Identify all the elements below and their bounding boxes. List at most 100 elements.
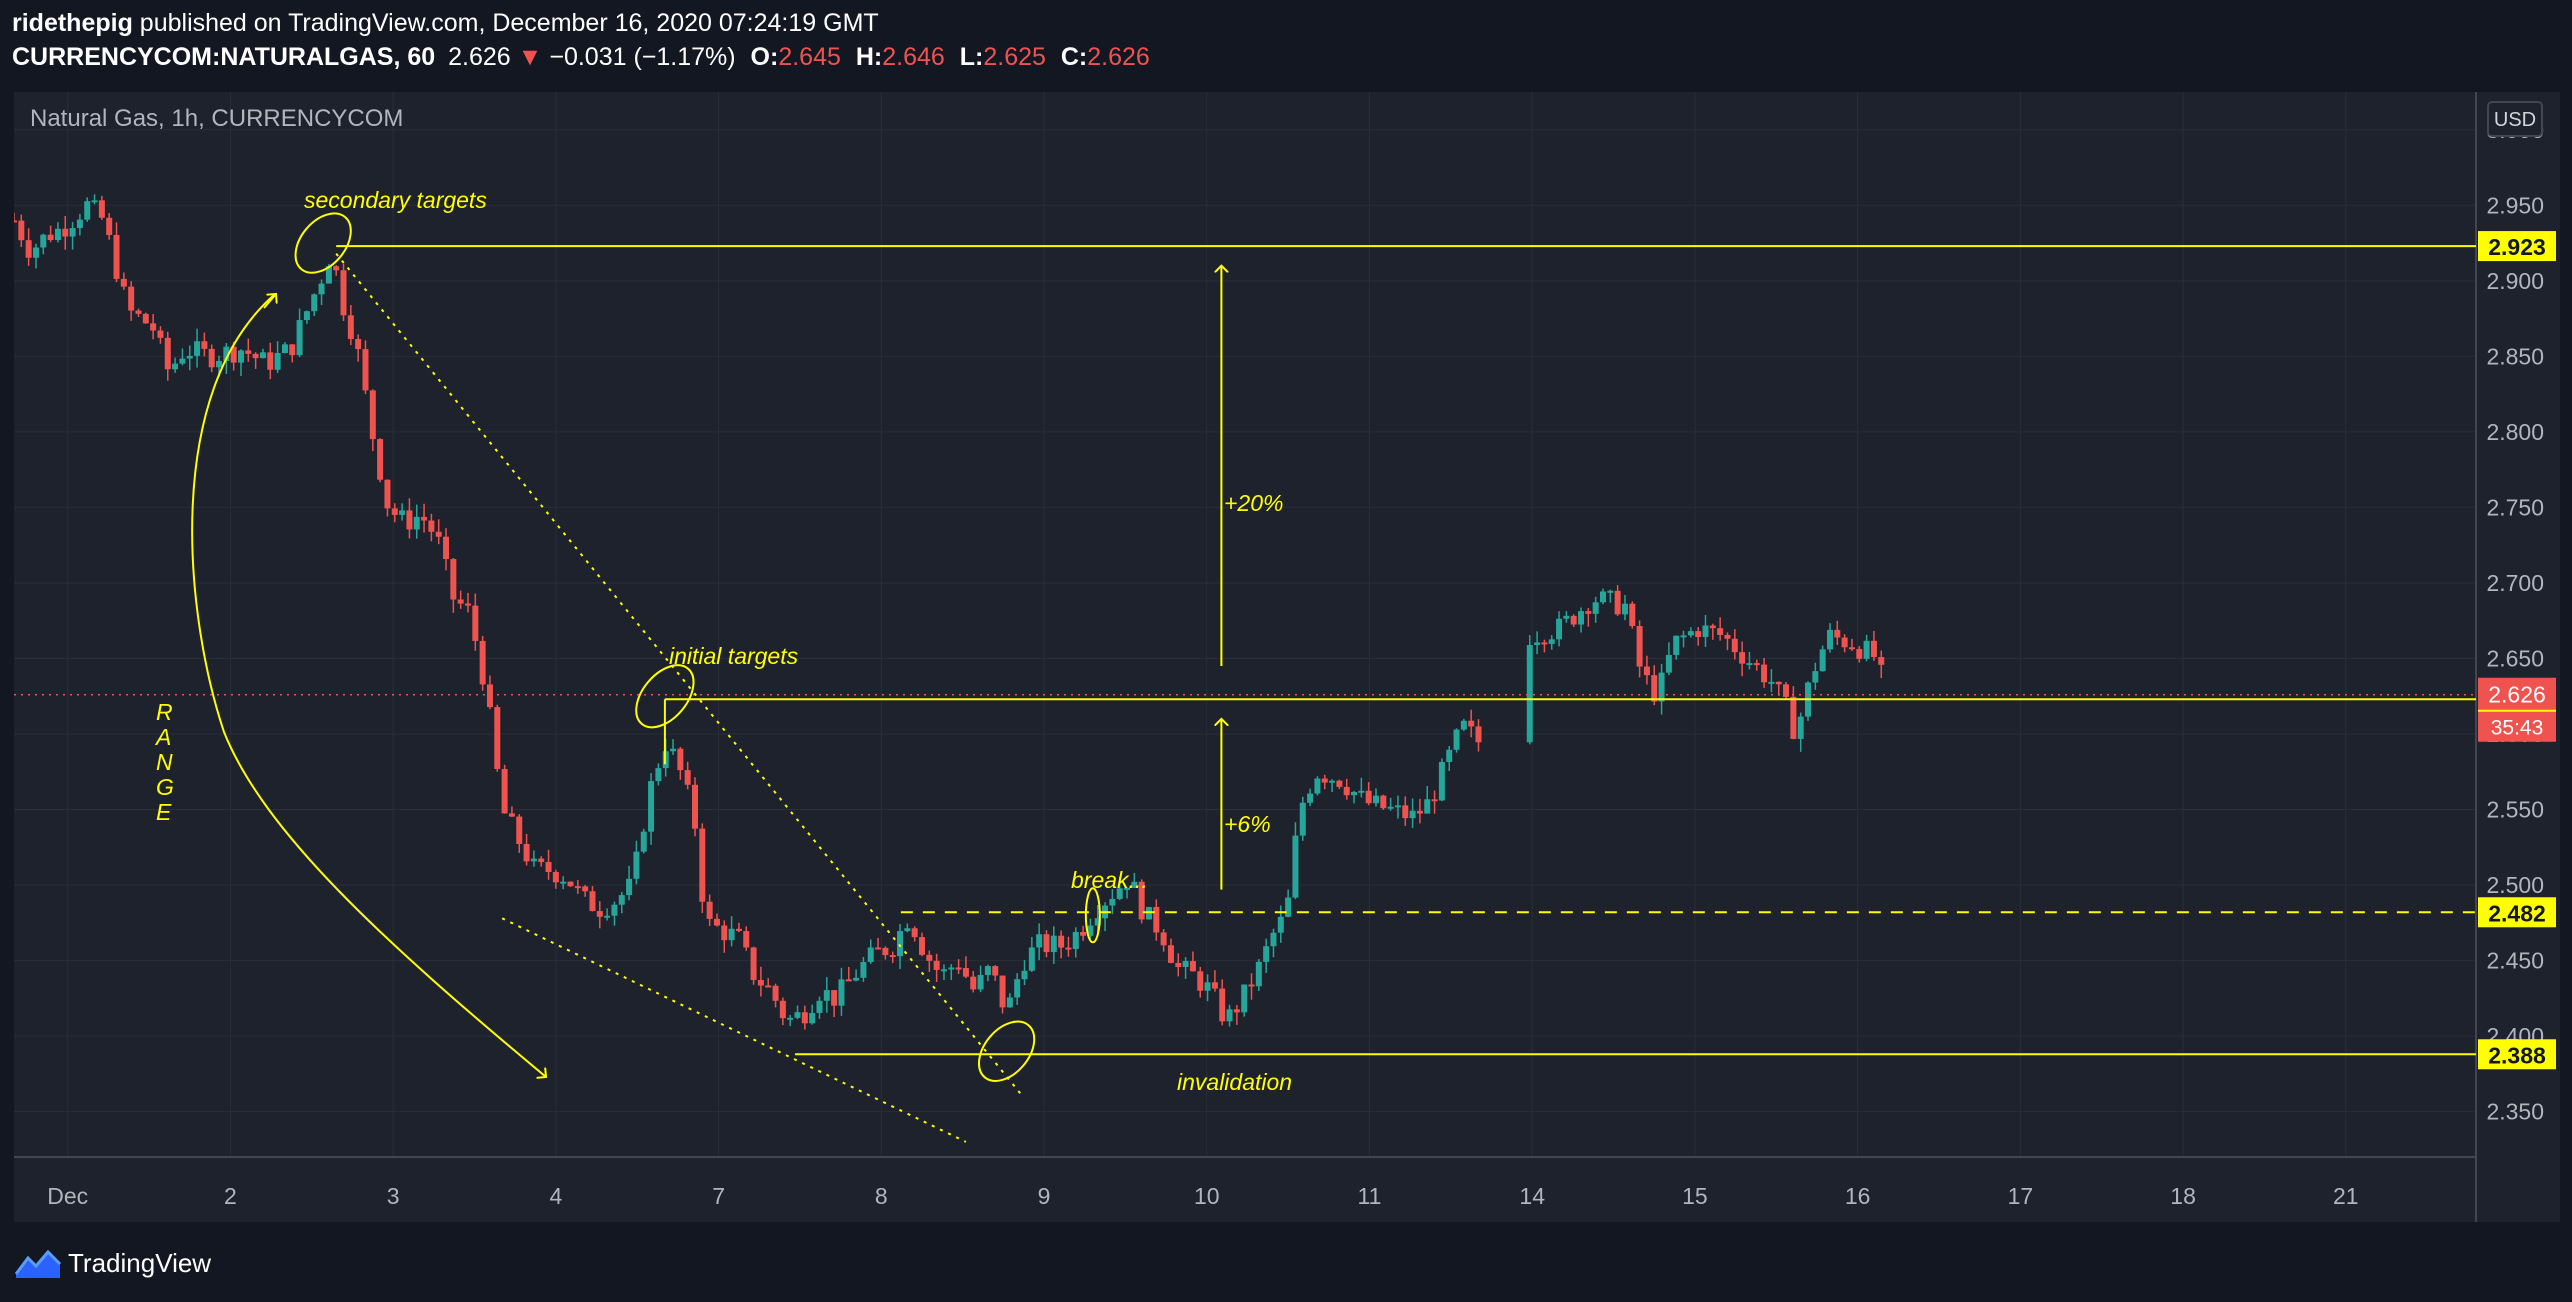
candle-body xyxy=(1548,639,1555,644)
candle-body xyxy=(1819,649,1826,672)
date-tick-label: Dec xyxy=(47,1183,88,1209)
price-label-2-923: 2.923 xyxy=(2488,234,2546,260)
candle-body xyxy=(911,928,918,938)
candle-body xyxy=(281,344,288,353)
candle-body xyxy=(259,352,266,359)
candle-body xyxy=(1578,611,1585,625)
candle-body xyxy=(208,348,215,368)
candle-body xyxy=(142,313,149,324)
candle-body xyxy=(1848,647,1855,650)
candle-body xyxy=(399,510,406,515)
candle-body xyxy=(1167,945,1174,963)
candle-body xyxy=(1651,675,1658,702)
break-label: break... xyxy=(1071,867,1148,893)
candle-body xyxy=(69,228,76,237)
initial-target-ellipse xyxy=(635,664,695,729)
low-label: L: xyxy=(959,43,984,71)
price-tick-label: 2.650 xyxy=(2486,645,2544,671)
candle-body xyxy=(1248,984,1255,987)
candle-body xyxy=(530,858,537,862)
candle-body xyxy=(779,1000,786,1019)
price-label-box-2-923[interactable] xyxy=(2478,231,2556,262)
candle-body xyxy=(750,947,757,981)
candle-body xyxy=(1826,629,1833,650)
candle-body xyxy=(32,247,39,258)
candle-body xyxy=(1665,654,1672,673)
candle-body xyxy=(289,344,296,356)
candle-body xyxy=(472,605,479,641)
candle-body xyxy=(1343,786,1350,796)
initial-targets-label: initial targets xyxy=(669,643,799,669)
candle-body xyxy=(479,640,486,685)
close-label: C: xyxy=(1060,43,1088,71)
candle-body xyxy=(1621,603,1628,615)
candle-body xyxy=(1702,625,1709,637)
tradingview-brand[interactable]: TradingView xyxy=(68,1248,212,1278)
publisher-name[interactable]: ridethepig xyxy=(12,9,133,37)
candle-body xyxy=(516,816,523,844)
candle-body xyxy=(1255,961,1262,987)
price-label-box-2-482[interactable] xyxy=(2478,897,2556,928)
current-price-box[interactable] xyxy=(2478,677,2556,710)
price-tick-label: 2.900 xyxy=(2486,268,2544,294)
candle-body xyxy=(545,861,552,872)
candle-body xyxy=(1065,947,1072,950)
candle-body xyxy=(1109,898,1116,906)
candle-body xyxy=(54,228,61,241)
price-tick-label: 2.850 xyxy=(2486,343,2544,369)
candle-body xyxy=(245,350,252,354)
countdown-box xyxy=(2478,711,2556,742)
candle-body xyxy=(582,886,589,892)
candle-body xyxy=(691,784,698,829)
candle-body xyxy=(1285,897,1292,917)
tradingview-logo-icon[interactable] xyxy=(14,1248,62,1280)
candle-body xyxy=(875,947,882,950)
date-tick-label: 18 xyxy=(2170,1183,2196,1209)
candle-body xyxy=(1643,666,1650,676)
candle-body xyxy=(157,330,164,338)
candle-body xyxy=(633,851,640,879)
candle-body xyxy=(1233,1009,1240,1013)
range-curve-arrowhead xyxy=(263,294,276,309)
price-tick-label: 2.550 xyxy=(2486,797,2544,823)
price-label-2-482: 2.482 xyxy=(2488,900,2546,926)
candle-body xyxy=(1592,602,1599,614)
lower-trendline xyxy=(501,917,967,1143)
candle-body xyxy=(14,220,17,223)
candle-body xyxy=(464,603,471,606)
candle-body xyxy=(970,976,977,990)
candle-body xyxy=(567,881,574,887)
candle-body xyxy=(274,352,281,370)
candle-body xyxy=(1629,603,1636,627)
candle-body xyxy=(1321,778,1328,783)
price-chart[interactable]: secondary targets initial targets +20% +6% b… xyxy=(14,92,2560,1222)
candle-body xyxy=(1870,640,1877,658)
candle-body xyxy=(91,200,98,203)
candle-body xyxy=(1402,805,1409,819)
price-tick-label: 2.500 xyxy=(2486,872,2544,898)
candle-body xyxy=(1277,916,1284,933)
candle-body xyxy=(523,843,530,862)
candle-body xyxy=(1585,611,1592,614)
price-label-box-2-388[interactable] xyxy=(2478,1039,2556,1070)
candle-body xyxy=(384,479,391,509)
candle-body xyxy=(1336,780,1343,787)
candle-body xyxy=(706,901,713,919)
candle-body xyxy=(1812,671,1819,683)
candle-body xyxy=(1761,664,1768,683)
candle-body xyxy=(1526,645,1533,743)
candle-body xyxy=(1116,888,1123,899)
candle-body xyxy=(984,966,991,975)
candle-body xyxy=(816,1000,823,1014)
chart-panel[interactable]: secondary targets initial targets +20% +6% b… xyxy=(14,92,2560,1222)
candle-body xyxy=(1424,799,1431,814)
candle-body xyxy=(772,985,779,1001)
candle-body xyxy=(508,813,515,817)
currency-button[interactable]: USD xyxy=(2487,101,2543,137)
date-tick-label: 16 xyxy=(1845,1183,1871,1209)
date-tick-label: 11 xyxy=(1358,1183,1382,1209)
candle-body xyxy=(18,220,25,241)
symbol-name: CURRENCYCOM:NATURALGAS, 60 xyxy=(12,43,436,71)
candle-body xyxy=(1541,642,1548,645)
date-tick-label: 8 xyxy=(875,1183,888,1209)
